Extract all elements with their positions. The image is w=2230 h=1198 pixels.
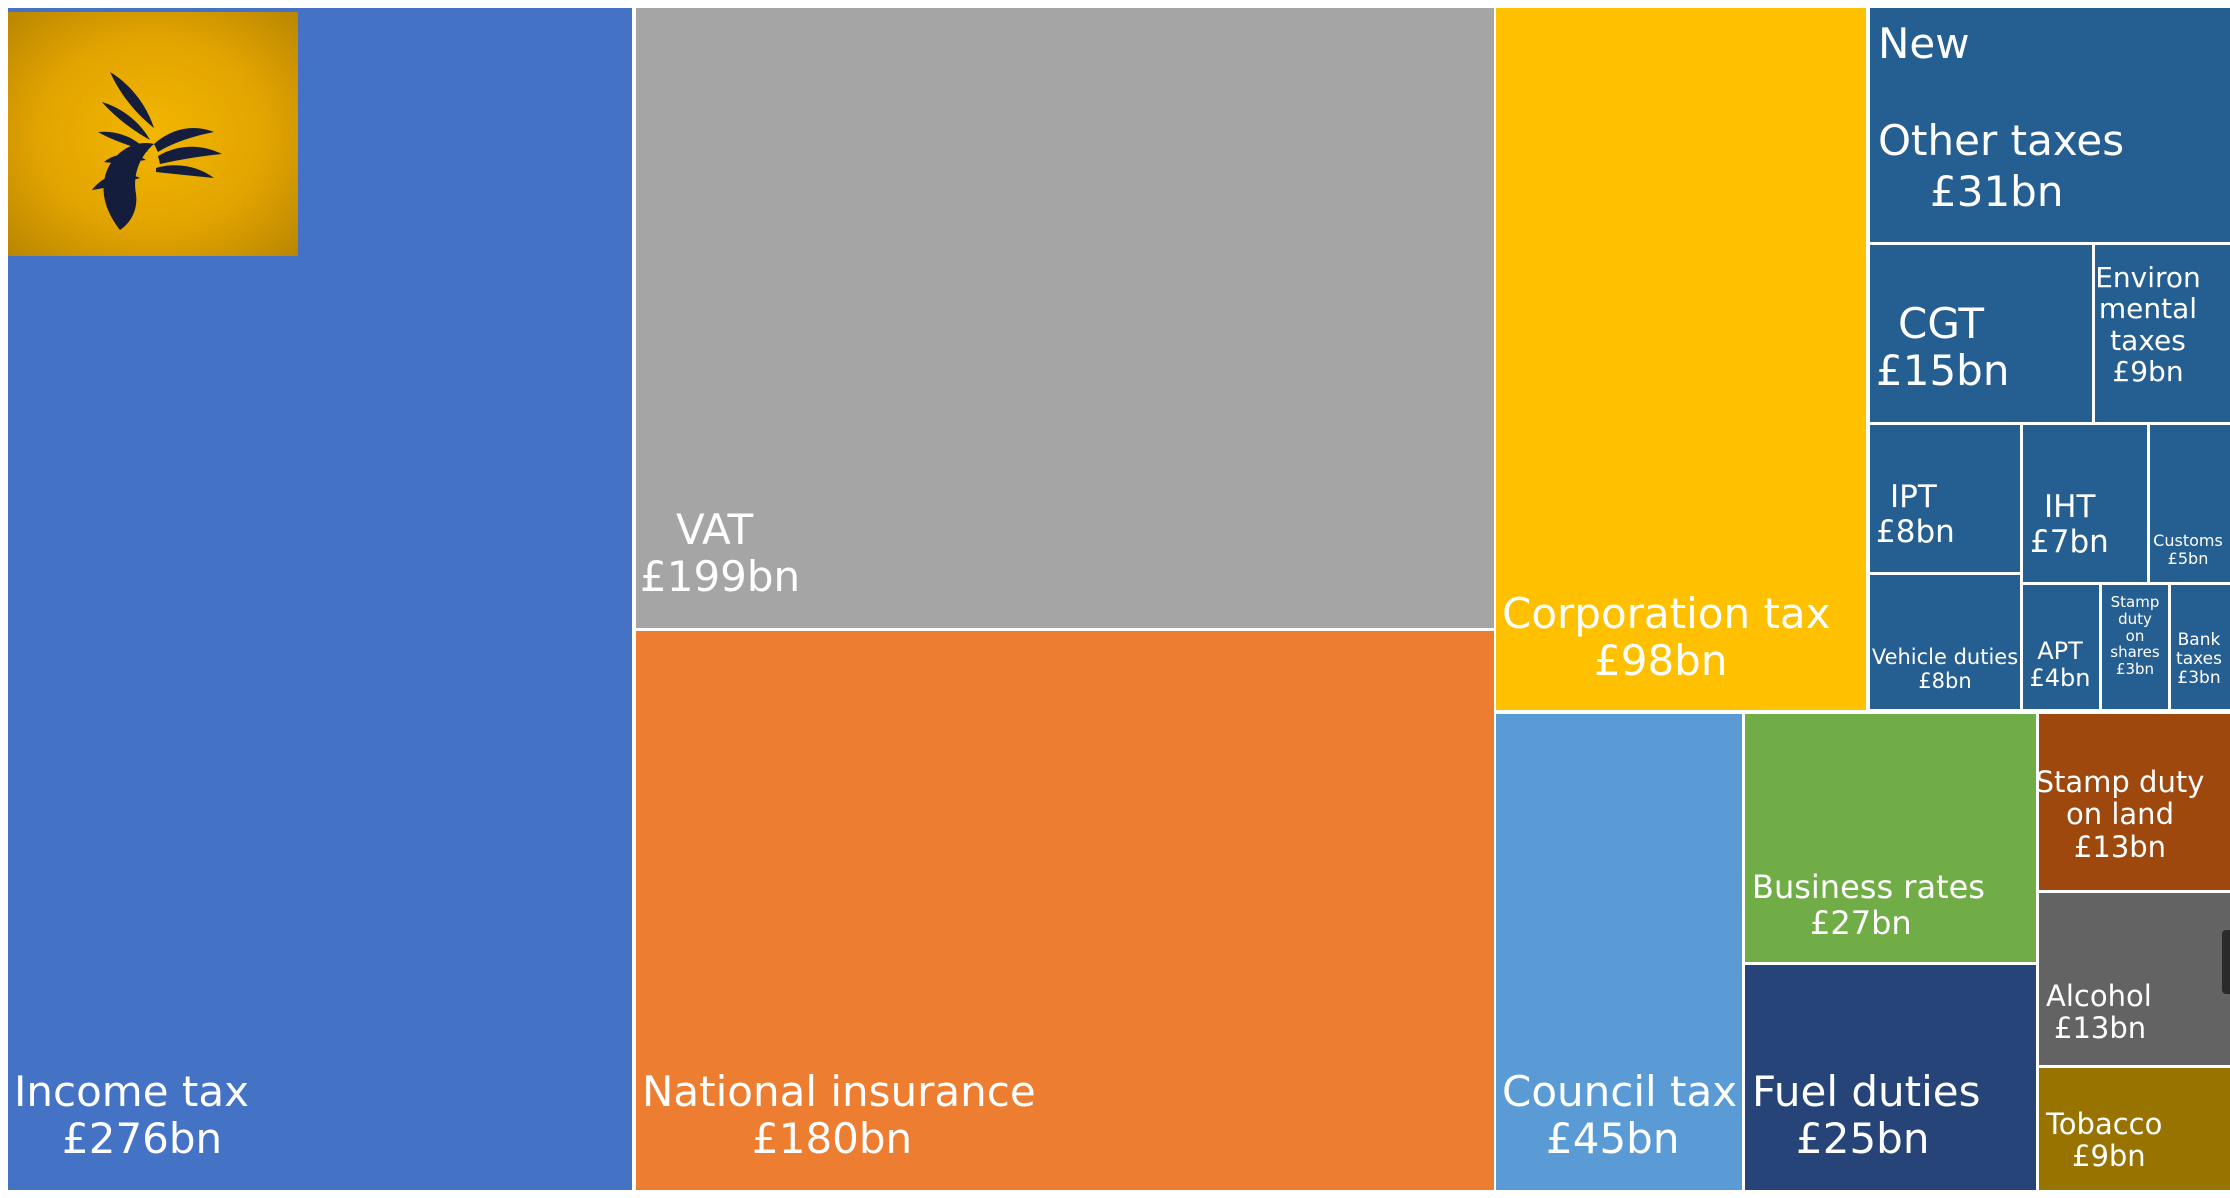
tile-apt [2023, 585, 2099, 709]
label-council-tax: Council tax £45bn [1502, 1068, 1737, 1162]
label-value-income-tax: £276bn [62, 1114, 223, 1164]
tile-environmental-taxes [2095, 245, 2230, 422]
label-value-environmental-taxes: £9bn [2112, 355, 2184, 389]
label-value-new-other-taxes: £31bn [1930, 167, 2064, 217]
label-value-corporation-tax: £98bn [1594, 636, 1728, 686]
label-name-environmental-taxes: Environ mental taxes [2095, 261, 2201, 357]
label-value-customs: £5bn [2167, 548, 2209, 568]
tile-vehicle-duties [1870, 575, 2020, 709]
label-name-income-tax: Income tax [14, 1067, 249, 1116]
label-name-council-tax: Council tax [1502, 1067, 1738, 1116]
label-national-insurance: National insurance £180bn [642, 1068, 1036, 1162]
label-new-other-taxes: New Other taxes £31bn [1878, 20, 2124, 215]
tile-corporation-tax [1496, 8, 1866, 710]
label-vehicle-duties: Vehicle duties £8bn [1745, 645, 2145, 693]
label-name-national-insurance: National insurance [642, 1067, 1036, 1116]
label-vat: VAT £199bn [640, 506, 800, 600]
label-value-cgt: £15bn [1876, 346, 2010, 396]
label-value-council-tax: £45bn [1546, 1114, 1680, 1164]
label-value-bank-taxes: £3bn [2177, 668, 2221, 689]
tile-council-tax [1496, 714, 1742, 1190]
label-value-business-rates: £27bn [1810, 903, 1912, 942]
tile-alcohol [2039, 893, 2230, 1065]
tile-cgt [1870, 245, 2092, 422]
label-name-corporation-tax: Corporation tax [1502, 589, 1831, 638]
label-value-stamp-duty-land: £13bn [2073, 829, 2167, 864]
label-corporation-tax: Corporation tax £98bn [1502, 590, 1831, 684]
label-name-stamp-duty-shares: Stamp duty on shares [2110, 593, 2160, 662]
label-cgt: CGT £15bn [1876, 300, 2009, 394]
label-ipt: IPT £8bn [1876, 480, 1955, 549]
label-name-alcohol: Alcohol [2046, 979, 2152, 1013]
label-customs: Customs £5bn [1988, 532, 2230, 568]
label-iht: IHT £7bn [2030, 490, 2109, 559]
label-name-fuel-duties: Fuel duties [1752, 1067, 1981, 1116]
tile-business-rates [1745, 714, 2036, 962]
label-environmental-taxes: Environ mental taxes £9bn [1948, 261, 2230, 389]
label-name-vat: VAT [676, 505, 754, 554]
tile-bank-taxes [2171, 585, 2230, 709]
label-value-fuel-duties: £25bn [1796, 1114, 1930, 1164]
label-name-cgt: CGT [1898, 299, 1985, 348]
tile-national-insurance [636, 631, 1494, 1190]
tile-stamp-duty-land [2039, 714, 2230, 890]
tile-customs [2150, 425, 2230, 582]
label-business-rates: Business rates £27bn [1752, 868, 1985, 942]
window-edge-handle [2222, 930, 2230, 994]
label-value-alcohol: £13bn [2054, 1011, 2147, 1046]
label-name-vehicle-duties: Vehicle duties [1871, 645, 2019, 669]
label-value-ipt: £8bn [1876, 513, 1955, 550]
tile-vat [636, 8, 1494, 628]
label-name-ipt: IPT [1890, 479, 1937, 515]
label-name-customs: Customs [2153, 531, 2223, 550]
label-stamp-duty-shares: Stamp duty on shares £3bn [1935, 594, 2230, 678]
label-name-iht: IHT [2044, 489, 2096, 525]
label-apt: APT £4bn [1860, 638, 2230, 692]
label-value-vehicle-duties: £8bn [1918, 668, 1972, 693]
label-fuel-duties: Fuel duties £25bn [1752, 1068, 1980, 1162]
tile-new-other-taxes [1870, 8, 2230, 242]
label-value-iht: £7bn [2030, 523, 2109, 560]
label-stamp-duty-land: Stamp duty on land £13bn [1920, 765, 2230, 864]
label-value-apt: £4bn [2029, 663, 2091, 692]
tile-ipt [1870, 425, 2020, 572]
label-value-national-insurance: £180bn [752, 1114, 913, 1164]
tile-iht [2023, 425, 2147, 582]
label-name-business-rates: Business rates [1752, 868, 1985, 906]
party-logo-bird-icon [8, 12, 298, 256]
label-name-new-other-taxes: New Other taxes [1878, 19, 2125, 166]
label-value-stamp-duty-shares: £3bn [2115, 660, 2155, 679]
label-bank-taxes: Bank taxes £3bn [1999, 630, 2230, 689]
tile-tobacco [2039, 1068, 2230, 1190]
tile-stamp-duty-shares [2102, 585, 2168, 709]
label-name-stamp-duty-land: Stamp duty on land [2035, 765, 2205, 832]
label-name-apt: APT [2037, 637, 2083, 665]
label-value-tobacco: £9bn [2072, 1139, 2146, 1174]
tile-fuel-duties [1745, 965, 2036, 1190]
label-value-vat: £199bn [640, 552, 801, 602]
label-tobacco: Tobacco £9bn [2046, 1108, 2162, 1173]
label-income-tax: Income tax £276bn [14, 1068, 249, 1162]
label-name-tobacco: Tobacco [2046, 1107, 2163, 1141]
label-name-bank-taxes: Bank taxes [2176, 630, 2222, 670]
label-alcohol: Alcohol £13bn [2046, 980, 2152, 1045]
